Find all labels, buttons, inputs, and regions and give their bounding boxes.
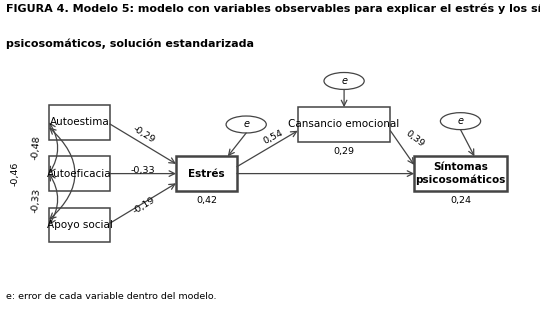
Text: e: e [341,76,347,86]
Text: Cansancio emocional: Cansancio emocional [288,119,400,130]
FancyBboxPatch shape [298,107,390,142]
FancyBboxPatch shape [176,156,237,191]
Circle shape [441,113,481,130]
Text: -0,29: -0,29 [131,124,157,145]
Text: -0,46: -0,46 [10,162,19,186]
Text: Síntomas
psicosomáticos: Síntomas psicosomáticos [415,162,505,185]
Circle shape [226,116,266,133]
FancyBboxPatch shape [49,105,110,140]
Text: e: error de cada variable dentro del modelo.: e: error de cada variable dentro del mod… [6,292,217,301]
Text: e: e [243,119,249,130]
Text: Autoeficacia: Autoeficacia [47,169,112,179]
Text: -0,33: -0,33 [31,188,42,213]
Text: 0,39: 0,39 [403,129,426,149]
Text: -0,19: -0,19 [131,196,157,216]
Circle shape [324,73,364,90]
Text: e: e [457,116,463,126]
Text: Autoestima: Autoestima [50,117,110,127]
FancyBboxPatch shape [49,156,110,191]
Text: 0,42: 0,42 [196,197,217,206]
Text: psicosomáticos, solución estandarizada: psicosomáticos, solución estandarizada [6,39,254,49]
Text: -0,33: -0,33 [131,166,156,175]
Text: Estrés: Estrés [188,169,225,179]
Text: Apoyo social: Apoyo social [46,220,112,230]
Text: 0,54: 0,54 [261,128,284,146]
Text: 0,24: 0,24 [450,197,471,206]
FancyBboxPatch shape [49,208,110,242]
FancyBboxPatch shape [414,156,507,191]
Text: FIGURA 4. Modelo 5: modelo con variables observables para explicar el estrés y l: FIGURA 4. Modelo 5: modelo con variables… [6,3,540,14]
Text: 0,29: 0,29 [334,147,355,156]
Text: -0,48: -0,48 [31,135,42,160]
